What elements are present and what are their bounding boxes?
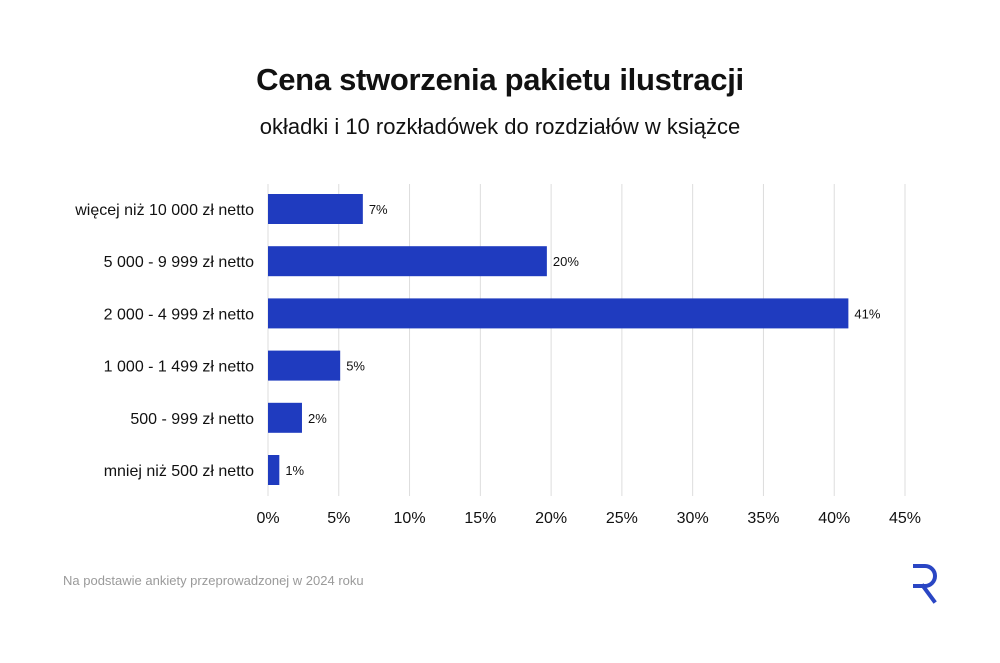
data-label: 1% (285, 463, 304, 478)
labels: 0% 5% 10% 15% 20% 25% 30% 35% 40% 45% więcej niż 1… (74, 202, 921, 527)
x-tick-label: 5% (327, 510, 350, 527)
category-label: 5 000 - 9 999 zł netto (104, 254, 254, 271)
x-tick-label: 25% (606, 510, 638, 527)
bars (268, 194, 849, 485)
bar (268, 194, 363, 224)
category-label: 2 000 - 4 999 zł netto (104, 306, 254, 323)
x-tick-label: 10% (394, 510, 426, 527)
data-label: 41% (854, 306, 880, 321)
category-label: więcej niż 10 000 zł netto (74, 202, 254, 219)
source-footnote: Na podstawie ankiety przeprowadzonej w 2… (63, 573, 364, 588)
x-tick-label: 35% (747, 510, 779, 527)
category-label: mniej niż 500 zł netto (104, 463, 254, 480)
bar (268, 246, 547, 277)
bar (268, 402, 302, 433)
data-label: 5% (346, 359, 365, 374)
x-tick-label: 0% (256, 510, 279, 527)
grid-lines (267, 184, 906, 496)
x-tick-label: 15% (464, 510, 496, 527)
data-label: 7% (369, 202, 388, 217)
chart-title: Cena stworzenia pakietu ilustracji (256, 62, 744, 97)
data-label: 20% (553, 254, 579, 269)
brand-logo: R (913, 564, 937, 604)
x-tick-label: 40% (818, 510, 850, 527)
category-label: 500 - 999 zł netto (130, 411, 254, 428)
bar (268, 298, 849, 329)
x-tick-label: 30% (677, 510, 709, 527)
x-tick-label: 45% (889, 510, 921, 527)
chart-subtitle: okładki i 10 rozkładówek do rozdziałów w… (259, 114, 741, 139)
bar (268, 455, 280, 485)
bar (268, 350, 341, 381)
category-label: 1 000 - 1 499 zł netto (104, 359, 254, 376)
data-label: 2% (308, 411, 327, 426)
x-tick-label: 20% (535, 510, 567, 527)
